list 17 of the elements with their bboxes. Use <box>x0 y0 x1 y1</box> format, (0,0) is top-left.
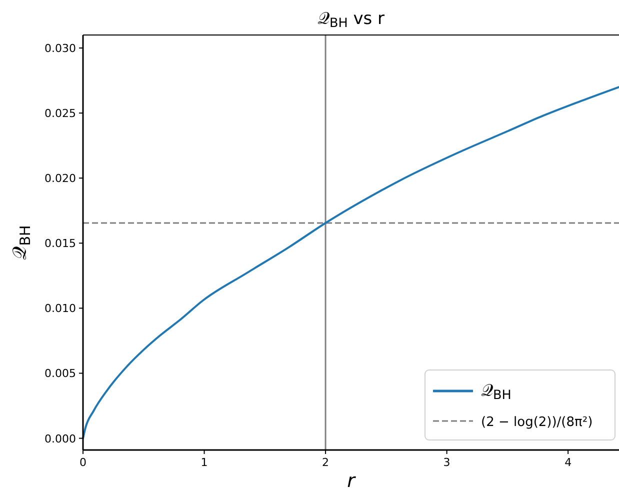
y-tick-label: 0.000 <box>44 432 76 446</box>
legend-label: (2 − log(2))/(8π²) <box>481 415 593 430</box>
x-axis-title: r <box>347 470 356 492</box>
x-tick-label: 3 <box>443 456 450 469</box>
y-tick-label: 0.015 <box>44 237 76 250</box>
y-tick-label: 0.020 <box>44 172 76 186</box>
y-tick-label: 0.010 <box>44 302 76 316</box>
y-tick-label: 0.030 <box>44 42 76 56</box>
y-tick-label: 0.005 <box>44 367 76 380</box>
legend-label: 𝒬$_{BH}$ <box>481 381 512 404</box>
x-tick-label: 4 <box>564 456 572 469</box>
x-tick-label: 0 <box>80 456 86 469</box>
x-tick-label: 2 <box>322 456 330 469</box>
chart-title: 𝒬$_{BH}$ vs r <box>317 9 385 32</box>
line-series <box>82 86 619 440</box>
y-tick-label: 0.025 <box>44 107 76 120</box>
x-tick-label: 1 <box>200 456 208 469</box>
